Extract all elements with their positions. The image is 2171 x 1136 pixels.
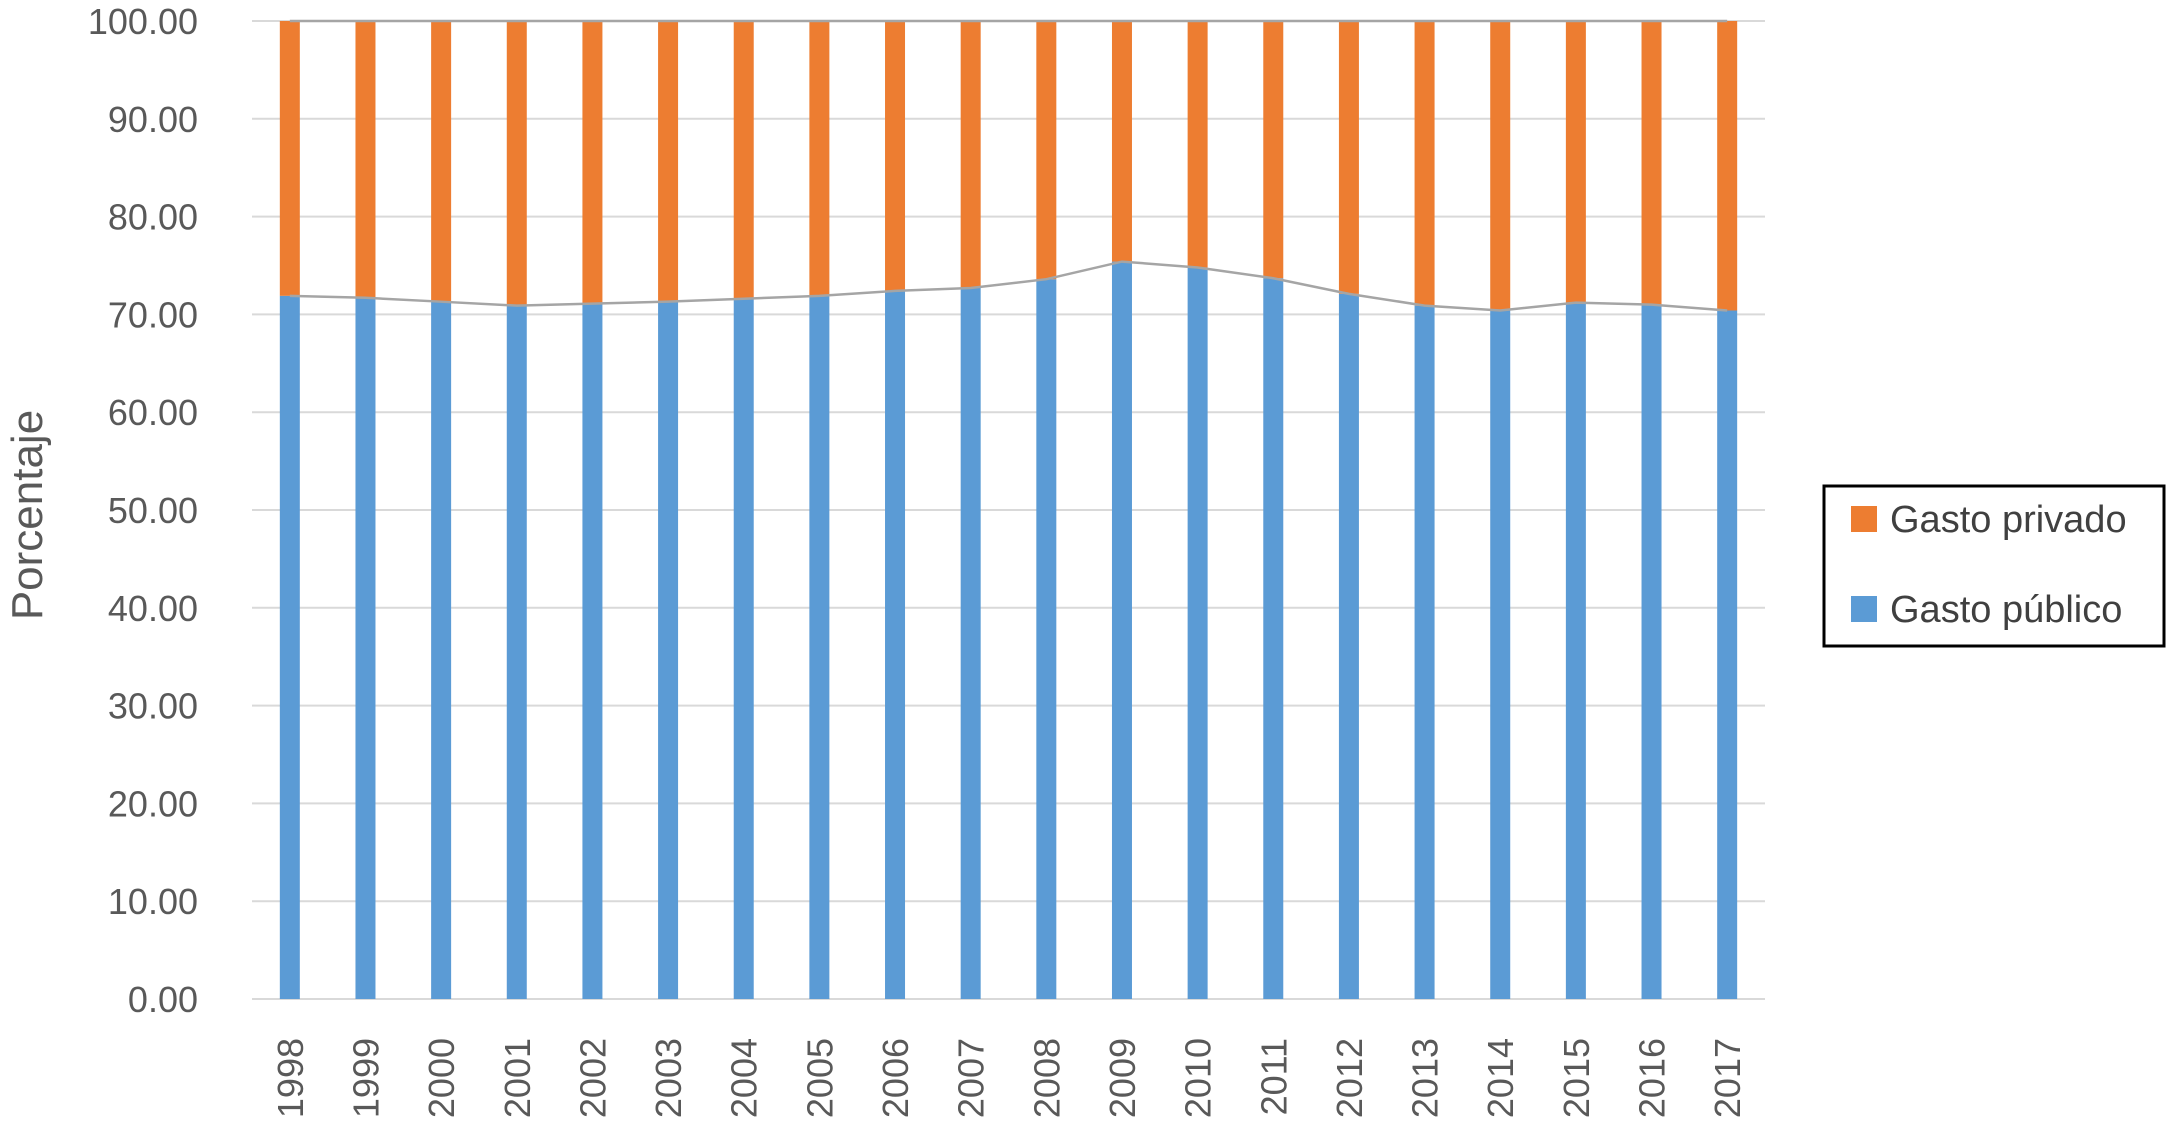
bar-gasto-privado-2002 [582,21,603,304]
y-axis-title: Porcentaje [3,410,52,620]
bar-gasto-privado-2001 [506,21,527,306]
x-tick-label: 2004 [724,1038,765,1118]
gridlines [252,20,1765,1000]
y-tick-label: 50.00 [108,490,198,531]
bar-gasto-privado-2014 [1490,21,1511,311]
y-tick-label: 100.00 [88,1,198,42]
x-tick-label: 2015 [1556,1038,1597,1118]
bar-gasto-privado-2008 [1036,21,1057,280]
x-tick-label: 2013 [1405,1038,1446,1118]
x-tick-label: 2008 [1026,1038,1067,1118]
bar-gasto-p-blico-2002 [582,303,603,1000]
bar-gasto-privado-2010 [1187,21,1208,268]
bar-gasto-p-blico-2010 [1187,267,1208,999]
bar-gasto-privado-2003 [658,21,679,302]
x-tick-label: 1999 [345,1038,386,1118]
bar-gasto-p-blico-1999 [355,297,376,999]
bar-gasto-privado-2016 [1641,21,1662,305]
bar-gasto-p-blico-2004 [733,298,754,999]
series-lines [289,19,1728,312]
x-tick-label: 2006 [875,1038,916,1118]
bar-gasto-p-blico-2015 [1565,302,1586,999]
bar-gasto-p-blico-2000 [431,301,452,999]
x-tick-label: 2010 [1178,1038,1219,1118]
bar-gasto-p-blico-2016 [1641,304,1662,999]
bar-gasto-privado-2013 [1414,21,1435,306]
x-tick-label: 2016 [1632,1038,1673,1118]
x-tick-label: 2001 [497,1038,538,1118]
bar-gasto-privado-2017 [1717,21,1738,311]
bar-gasto-p-blico-2005 [809,295,830,999]
bar-gasto-privado-2009 [1111,21,1132,262]
bar-gasto-privado-1999 [355,21,376,298]
bar-gasto-p-blico-2001 [506,305,527,999]
y-tick-label: 10.00 [108,881,198,922]
x-axis-ticks: 1998 1999 2000 2001 2002 2003 2004 2005 2006 2007… [270,1038,1748,1118]
x-tick-label: 2000 [421,1038,462,1118]
y-tick-label: 20.00 [108,783,198,824]
y-tick-label: 60.00 [108,392,198,433]
x-tick-label: 1998 [270,1038,311,1118]
y-tick-label: 80.00 [108,197,198,238]
x-tick-label: 2007 [951,1038,992,1118]
bar-gasto-p-blico-2007 [960,287,981,999]
bar-gasto-p-blico-2012 [1338,293,1359,999]
legend-items: Gasto privado Gasto público [1851,499,2127,631]
bar-gasto-p-blico-2014 [1490,310,1511,999]
bar-gasto-p-blico-2017 [1717,310,1738,999]
x-tick-label: 2003 [648,1038,689,1118]
legend-swatch [1851,506,1877,532]
legend-box [1822,484,2166,648]
legend-label: Gasto público [1890,589,2122,631]
x-tick-label: 2005 [799,1038,840,1118]
x-tick-label: 2017 [1707,1038,1748,1118]
legend-swatch [1851,596,1877,622]
y-tick-label: 0.00 [128,979,198,1020]
bar-gasto-privado-2005 [809,21,830,296]
bar-gasto-privado-2011 [1263,21,1284,279]
bar-gasto-privado-2006 [885,21,906,291]
y-tick-label: 70.00 [108,294,198,335]
x-tick-label: 2014 [1480,1038,1521,1118]
bar-gasto-p-blico-1998 [279,295,300,999]
y-tick-label: 90.00 [108,99,198,140]
y-tick-label: 30.00 [108,686,198,727]
series-line-1 [289,260,1728,312]
bar-gasto-privado-1998 [279,21,300,296]
bar-gasto-p-blico-2011 [1263,278,1284,999]
bar-gasto-p-blico-2003 [658,301,679,999]
bar-gasto-privado-2004 [733,21,754,299]
bar-gasto-p-blico-2006 [885,290,906,1000]
x-tick-label: 2002 [572,1038,613,1118]
bar-gasto-privado-2012 [1338,21,1359,294]
legend: Gasto privado Gasto público [1822,484,2166,648]
bar-gasto-privado-2015 [1565,21,1586,303]
y-axis-ticks: 0.00 10.00 20.00 30.00 40.00 50.00 60.00 70.00 8… [88,1,198,1020]
bars [279,21,1738,1000]
bar-gasto-p-blico-2008 [1036,279,1057,999]
x-tick-label: 2009 [1102,1038,1143,1118]
y-tick-label: 40.00 [108,588,198,629]
bar-gasto-privado-2000 [431,21,452,302]
bar-gasto-p-blico-2009 [1111,261,1132,999]
legend-label: Gasto privado [1890,499,2127,541]
bar-gasto-p-blico-2013 [1414,305,1435,999]
x-tick-label: 2012 [1329,1038,1370,1118]
x-tick-label: 2011 [1253,1038,1294,1115]
bar-gasto-privado-2007 [960,21,981,288]
